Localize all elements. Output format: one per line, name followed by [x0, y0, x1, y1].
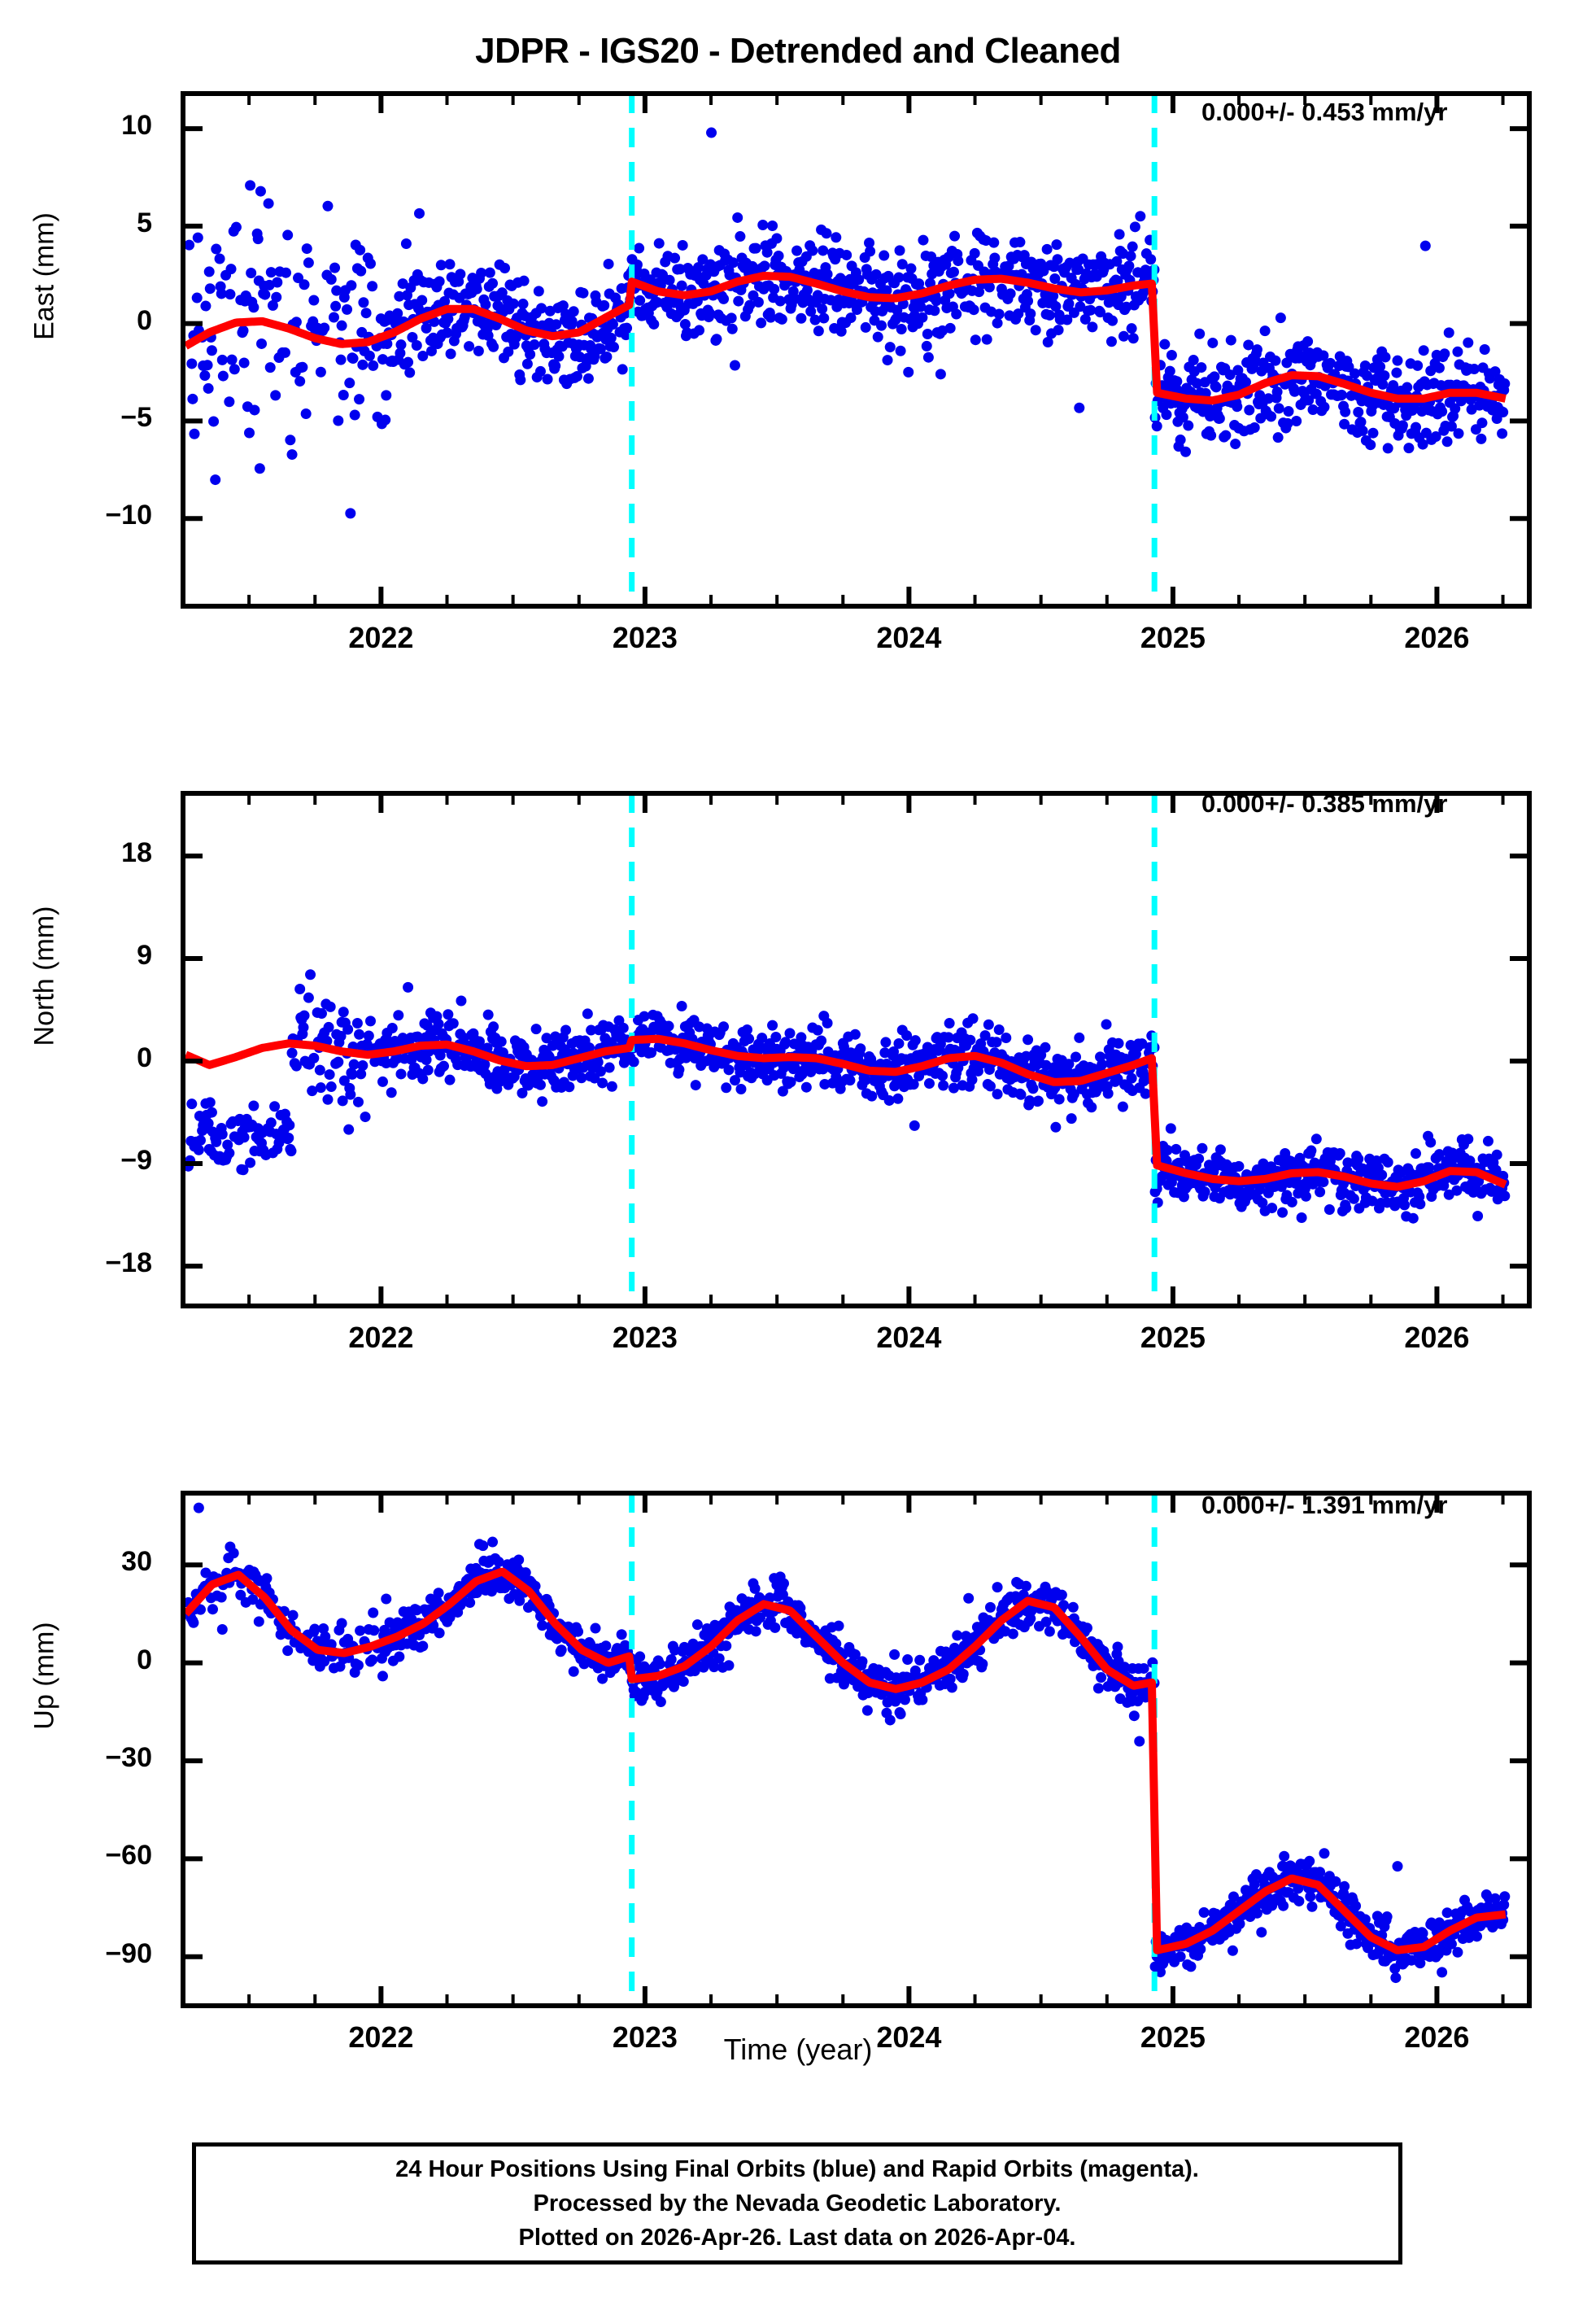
axis-label-time: Time (year) — [723, 2033, 873, 2066]
rate-annotation-east: 0.000+/- 0.453 mm/yr — [1201, 98, 1448, 126]
x-tick-label: 2023 — [612, 1321, 678, 1354]
x-tick-label: 2026 — [1404, 2020, 1470, 2054]
x-tick-label: 2023 — [612, 2020, 678, 2054]
y-tick-label: 10 — [121, 110, 152, 142]
x-tick-label: 2026 — [1404, 621, 1470, 654]
x-tick-label: 2025 — [1140, 2020, 1206, 2054]
y-tick-label: 5 — [137, 207, 152, 238]
x-tick-label: 2024 — [876, 1321, 942, 1354]
y-tick-label: −5 — [120, 402, 152, 434]
x-tick-label: 2025 — [1140, 621, 1206, 654]
y-tick-label: −10 — [105, 500, 152, 531]
y-tick-label: 0 — [137, 1644, 152, 1675]
footer-line-2: Processed by the Nevada Geodetic Laborat… — [533, 2190, 1062, 2216]
x-tick-label: 2023 — [612, 621, 678, 654]
x-tick-label: 2022 — [348, 2020, 414, 2054]
x-tick-label: 2026 — [1404, 1321, 1470, 1354]
y-tick-label: 0 — [137, 304, 152, 336]
panel-up: Up (mm) 0.000+/- 1.391 mm/yr 30 0 −30 −60 −9… — [0, 1400, 1596, 2099]
y-tick-label: −90 — [105, 1937, 152, 1969]
y-tick-label: −9 — [120, 1145, 152, 1176]
x-tick-label: 2024 — [876, 621, 942, 654]
footer-line-3: Plotted on 2026-Apr-26. Last data on 202… — [518, 2225, 1076, 2251]
x-tick-label: 2022 — [348, 621, 414, 654]
x-tick-label: 2022 — [348, 1321, 414, 1354]
y-tick-label: 30 — [121, 1546, 152, 1578]
rate-annotation-up: 0.000+/- 1.391 mm/yr — [1201, 1491, 1448, 1519]
panel-east-plot — [181, 91, 1532, 609]
page-title: JDPR - IGS20 - Detrended and Cleaned — [475, 31, 1121, 71]
y-tick-label: 0 — [137, 1042, 152, 1073]
y-tick-label: −60 — [105, 1840, 152, 1871]
footer-note-box: 24 Hour Positions Using Final Orbits (bl… — [192, 2142, 1402, 2265]
y-tick-label: 9 — [137, 940, 152, 971]
panel-up-plot — [181, 1491, 1532, 2008]
panel-north-plot — [181, 791, 1532, 1308]
panel-east: East (mm) 0.000+/- 0.453 mm/yr 10 5 0 −5 −10… — [0, 0, 1596, 700]
rate-annotation-north: 0.000+/- 0.385 mm/yr — [1201, 789, 1448, 818]
axis-label-east: East (mm) — [28, 212, 60, 340]
x-tick-label: 2024 — [876, 2020, 942, 2054]
y-tick-label: 18 — [121, 837, 152, 868]
footer-line-1: 24 Hour Positions Using Final Orbits (bl… — [395, 2155, 1199, 2182]
y-tick-label: −18 — [105, 1247, 152, 1278]
x-tick-label: 2025 — [1140, 1321, 1206, 1354]
y-tick-label: −30 — [105, 1742, 152, 1774]
panel-north: North (mm) 0.000+/- 0.385 mm/yr 18 9 0 −9 −1… — [0, 700, 1596, 1400]
